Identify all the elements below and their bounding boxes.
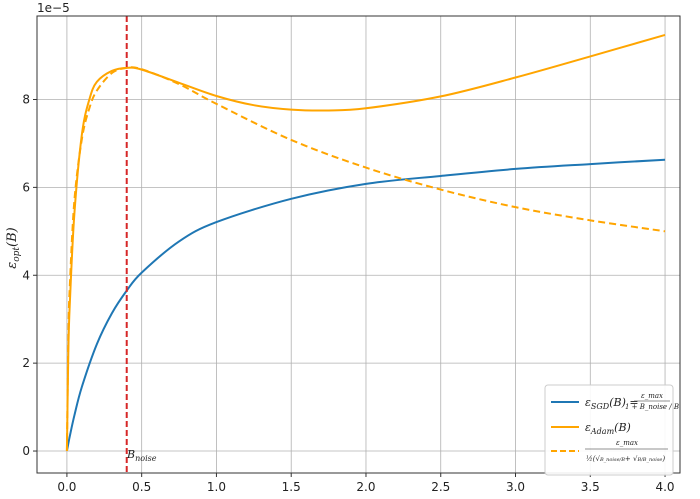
grid-lines xyxy=(37,16,680,473)
y-tick-label: 8 xyxy=(22,92,30,106)
legend-label-adam: εAdam(B) xyxy=(585,421,631,436)
x-tick-label: 0.0 xyxy=(57,480,76,494)
x-tick-label: 1.0 xyxy=(207,480,226,494)
x-tick-label: 3.0 xyxy=(506,480,525,494)
y-offset-label: 1e−5 xyxy=(37,1,70,15)
legend-box xyxy=(544,384,674,476)
y-tick-label: 6 xyxy=(22,180,30,194)
x-tick-label: 4.0 xyxy=(655,480,674,494)
x-ticks: 0.0 0.5 1.0 1.5 2.0 2.5 3.0 3.5 4.0 xyxy=(57,473,675,494)
x-tick-label: 1.5 xyxy=(282,480,301,494)
vline-annotation: Bnoise xyxy=(126,448,157,463)
legend-approx-denominator: ½(√B_noise/B+ √B/B_noise) xyxy=(586,455,665,463)
legend: εSGD(B) = ε_max 1 + B_noise / B εAdam(B)… xyxy=(544,384,679,476)
x-tick-label: 3.5 xyxy=(581,480,600,494)
legend-approx-numerator: ε_max xyxy=(616,439,638,447)
y-axis-label: εopt(B) xyxy=(5,227,22,268)
legend-sgd-denominator: 1 + B_noise / B xyxy=(625,403,679,411)
plot-frame xyxy=(36,15,681,474)
x-tick-label: 2.5 xyxy=(431,480,450,494)
series-layer xyxy=(65,33,666,452)
series-line-approx xyxy=(65,66,666,452)
legend-sgd-numerator: ε_max xyxy=(641,392,663,400)
legend-label-sgd: εSGD(B) = xyxy=(585,396,639,411)
series-line-sgd xyxy=(66,158,666,451)
y-tick-label: 2 xyxy=(22,356,30,370)
x-tick-label: 2.0 xyxy=(356,480,375,494)
y-ticks: 0 2 4 6 8 xyxy=(22,92,37,458)
y-tick-label: 0 xyxy=(22,444,30,458)
x-tick-label: 0.5 xyxy=(132,480,151,494)
y-tick-label: 4 xyxy=(22,268,30,282)
